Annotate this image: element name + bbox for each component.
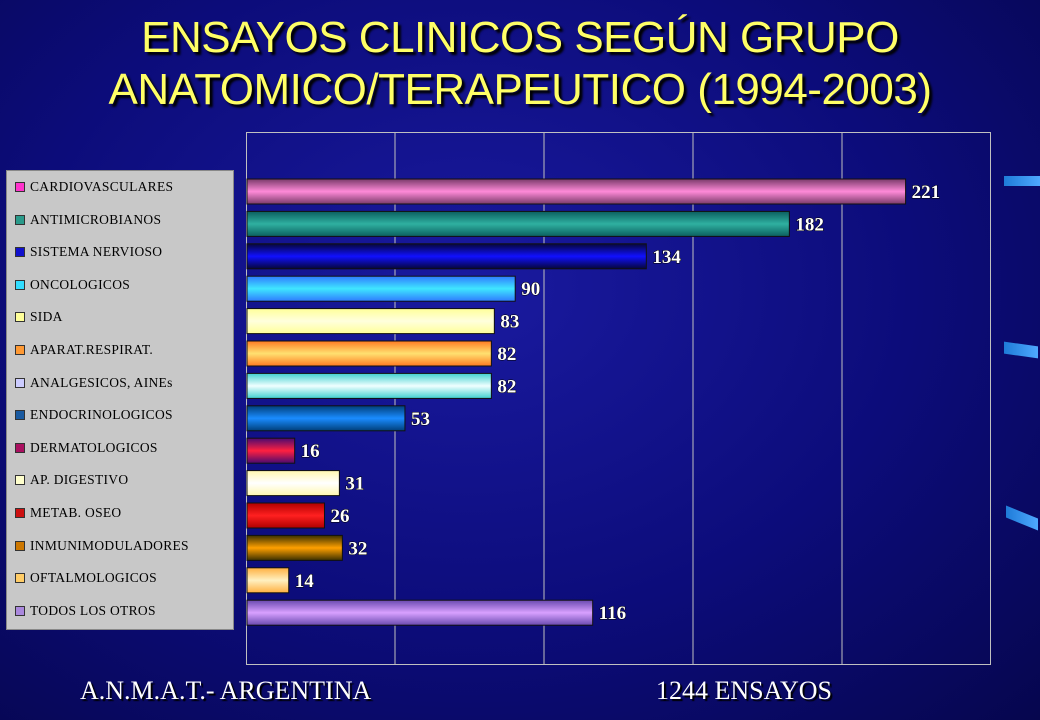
legend-label: AP. DIGESTIVO	[30, 472, 129, 488]
legend-item: APARAT.RESPIRAT.	[15, 340, 153, 360]
bar-cardiovasculares	[246, 178, 907, 205]
bar-sida	[246, 308, 495, 335]
legend-item: SIDA	[15, 307, 63, 327]
legend-item: ONCOLOGICOS	[15, 275, 130, 295]
legend-label: ANTIMICROBIANOS	[30, 211, 162, 227]
bar-value-label: 31	[345, 474, 364, 495]
bar-value-label: 26	[330, 506, 349, 527]
bar-endocrinologicos	[246, 405, 406, 432]
bar-value-label: 134	[652, 247, 681, 268]
legend-item: TODOS LOS OTROS	[15, 601, 156, 621]
bar-oftalmologicos	[246, 567, 290, 594]
decorative-stripe	[1006, 505, 1038, 531]
legend-item: DERMATOLOGICOS	[15, 438, 158, 458]
bar-inmunimoduladores	[246, 534, 343, 561]
legend-swatch	[15, 312, 25, 323]
bar-value-label: 182	[795, 214, 824, 235]
chart-title-line2: ANATOMICO/TERAPEUTICO (1994-2003)	[108, 65, 932, 114]
legend-swatch	[15, 475, 25, 486]
bar-analgesicos-aines	[246, 372, 492, 399]
legend-swatch	[15, 442, 25, 453]
legend-swatch	[15, 605, 25, 616]
bar-todos-los-otros	[246, 599, 594, 626]
bar-oncologicos	[246, 275, 516, 302]
bar-metab-oseo	[246, 502, 325, 529]
footer-total: 1244 ENSAYOS	[656, 676, 833, 705]
bar-value-label: 116	[599, 603, 626, 624]
bar-value-label: 82	[497, 376, 516, 397]
legend-item: METAB. OSEO	[15, 503, 121, 523]
decorative-stripe	[1004, 176, 1040, 186]
bar-value-label: 53	[411, 409, 430, 430]
legend-label: DERMATOLOGICOS	[30, 439, 158, 455]
legend-swatch	[15, 573, 25, 584]
legend-label: APARAT.RESPIRAT.	[30, 342, 154, 357]
legend-label: SISTEMA NERVIOSO	[30, 244, 163, 260]
bar-value-label: 221	[912, 182, 941, 203]
legend-item: ANALGESICOS, AINEs	[15, 373, 173, 393]
legend-swatch	[15, 377, 25, 388]
bar-aparat-respirat-	[246, 340, 492, 367]
bar-value-label: 83	[500, 312, 519, 333]
bar-antimicrobianos	[246, 210, 790, 237]
bar-dermatologicos	[246, 437, 296, 464]
legend-swatch	[15, 182, 25, 192]
legend-item: CARDIOVASCULARES	[15, 177, 173, 197]
legend-swatch	[15, 540, 25, 551]
legend-swatch	[15, 508, 25, 518]
legend-label: ENDOCRINOLOGICOS	[30, 407, 173, 423]
legend-swatch	[15, 214, 25, 225]
legend-swatch	[15, 279, 25, 290]
decorative-stripe	[1004, 341, 1038, 359]
chart-legend: CARDIOVASCULARES ANTIMICROBIANOS SISTEMA N…	[6, 170, 234, 630]
legend-item: OFTALMOLOGICOS	[15, 568, 157, 588]
chart-title-line1: ENSAYOS CLINICOS SEGÚN GRUPO	[141, 13, 899, 62]
bar-value-label: 16	[301, 441, 320, 462]
legend-label: OFTALMOLOGICOS	[30, 570, 157, 586]
footer-source: A.N.M.A.T.- ARGENTINA	[80, 676, 372, 705]
bar-value-label: 82	[497, 344, 516, 365]
plot-area: 221 182 134 90 83 82 82 53 16 31 26 32 14 116	[246, 132, 991, 665]
chart-title: ENSAYOS CLINICOS SEGÚN GRUPO ANATOMICO/T…	[0, 12, 1040, 116]
legend-label: TODOS LOS OTROS	[30, 602, 156, 618]
bar-value-label: 90	[521, 279, 540, 300]
legend-item: ENDOCRINOLOGICOS	[15, 405, 173, 425]
legend-item: AP. DIGESTIVO	[15, 470, 128, 490]
bar-ap-digestivo	[246, 470, 340, 497]
legend-label: METAB. OSEO	[30, 505, 122, 520]
legend-swatch	[15, 247, 25, 258]
bar-value-label: 14	[295, 571, 315, 592]
bar-sistema-nervioso	[246, 243, 647, 270]
legend-item: INMUNIMODULADORES	[15, 536, 189, 556]
legend-label: INMUNIMODULADORES	[30, 537, 189, 553]
bar-value-label: 32	[348, 538, 367, 559]
legend-item: ANTIMICROBIANOS	[15, 210, 161, 230]
legend-label: ANALGESICOS, AINEs	[30, 374, 173, 390]
legend-swatch	[15, 410, 25, 421]
legend-label: ONCOLOGICOS	[30, 276, 131, 292]
legend-label: SIDA	[30, 309, 63, 325]
legend-label: CARDIOVASCULARES	[30, 179, 174, 194]
legend-swatch	[15, 345, 25, 355]
legend-item: SISTEMA NERVIOSO	[15, 242, 162, 262]
